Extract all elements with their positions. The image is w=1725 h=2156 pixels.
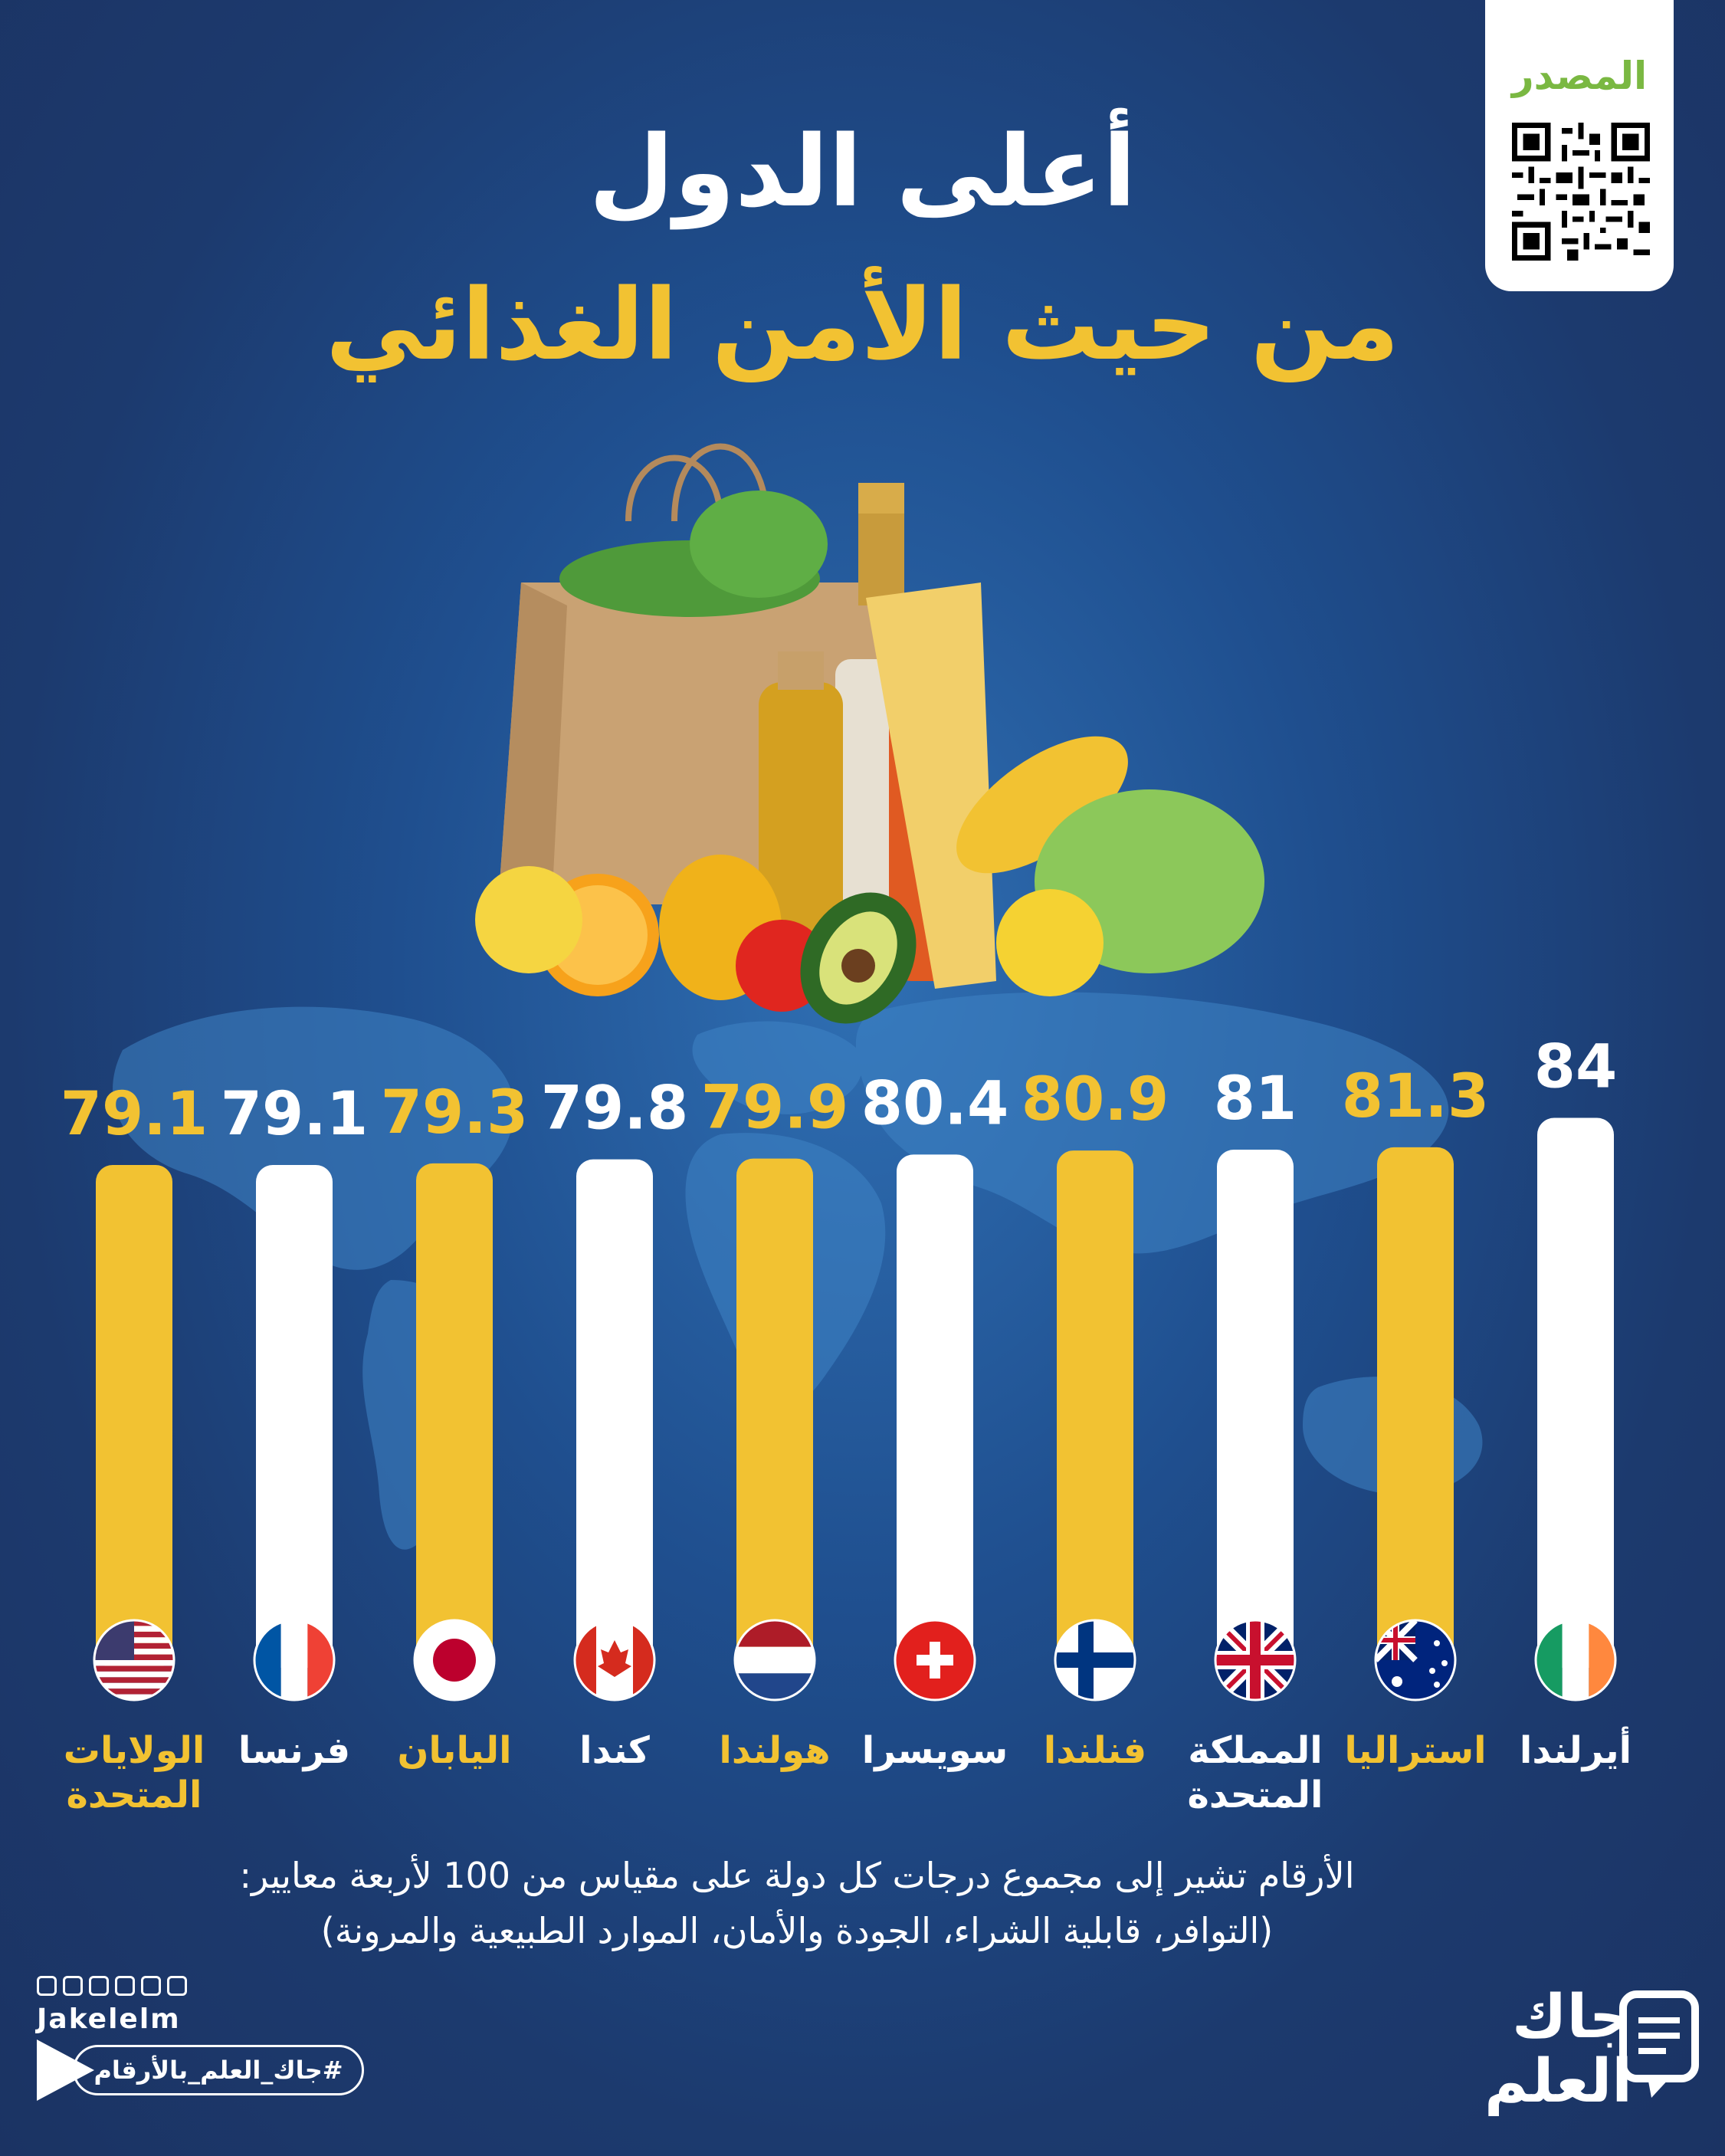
value-label: 81.3 xyxy=(1342,1062,1489,1131)
category-label: كندا xyxy=(579,1729,650,1772)
telegram-icon[interactable] xyxy=(167,1976,187,1996)
category-label: سويسرا xyxy=(862,1729,1008,1772)
switzerland-flag-icon xyxy=(894,1619,976,1702)
social-icons xyxy=(37,1976,187,1996)
category-label: فنلندا xyxy=(1044,1729,1146,1772)
note-line1: الأرقام تشير إلى مجموع درجات كل دولة على… xyxy=(239,1855,1355,1896)
category-label: استراليا xyxy=(1344,1729,1486,1772)
brand-logo-text: جاك العلم xyxy=(1479,1985,1632,2114)
category-label: أيرلندا xyxy=(1520,1726,1632,1772)
bar xyxy=(1217,1150,1294,1668)
bar xyxy=(96,1165,172,1668)
qr-code-icon[interactable] xyxy=(1512,123,1650,261)
us-flag-icon xyxy=(93,1619,175,1702)
france-flag-icon xyxy=(253,1619,336,1702)
note-line2: (التوافر، قابلية الشراء، الجودة والأمان،… xyxy=(320,1910,1274,1951)
category-label: اليابان xyxy=(397,1729,511,1772)
value-label: 80.4 xyxy=(861,1069,1008,1138)
value-label: 79.1 xyxy=(221,1080,368,1149)
bar xyxy=(416,1163,493,1668)
social-handle: Jakelelm xyxy=(37,2003,181,2035)
bar xyxy=(897,1154,973,1668)
facebook-icon[interactable] xyxy=(37,1976,57,1996)
value-label: 79.3 xyxy=(381,1078,528,1147)
linkedin-icon[interactable] xyxy=(89,1976,109,1996)
twitter-icon[interactable] xyxy=(141,1976,161,1996)
snapchat-icon[interactable] xyxy=(115,1976,135,1996)
bar xyxy=(576,1159,653,1668)
category-label: فرنسا xyxy=(238,1729,350,1772)
play-icon[interactable] xyxy=(29,2036,98,2105)
netherlands-flag-icon xyxy=(733,1619,816,1702)
canada-flag-icon xyxy=(573,1619,656,1702)
australia-flag-icon xyxy=(1374,1619,1457,1702)
brand-logo-line1: جاك xyxy=(1512,1983,1632,2052)
value-label: 79.9 xyxy=(701,1074,848,1143)
brand-logo-line2: العلم xyxy=(1484,2047,1632,2116)
bar xyxy=(1377,1147,1454,1668)
finland-flag-icon xyxy=(1054,1619,1136,1702)
chat-bubble-logo-icon xyxy=(1619,1990,1699,2098)
category-label: الولايات xyxy=(64,1729,205,1772)
category-label: المتحدة xyxy=(1188,1774,1323,1816)
source-card[interactable]: المصدر xyxy=(1485,0,1674,291)
value-label: 79.8 xyxy=(541,1075,688,1144)
uk-flag-icon xyxy=(1214,1619,1297,1702)
grocery-bag-illustration xyxy=(475,443,1264,1024)
category-label: هولندا xyxy=(719,1729,830,1772)
chart-title-line1: أعلى الدول xyxy=(589,115,1136,229)
chart-title-line2: من حيث الأمن الغذائي xyxy=(325,268,1400,382)
source-label: المصدر xyxy=(1511,54,1648,98)
japan-flag-icon xyxy=(413,1619,496,1702)
bar xyxy=(736,1158,813,1668)
instagram-icon[interactable] xyxy=(63,1976,83,1996)
value-label: 84 xyxy=(1534,1033,1618,1102)
bar xyxy=(1537,1117,1614,1668)
category-label: المملكة xyxy=(1188,1729,1322,1772)
value-label: 79.1 xyxy=(61,1080,208,1149)
ireland-flag-icon xyxy=(1534,1619,1617,1702)
value-label: 81 xyxy=(1214,1065,1297,1134)
bar xyxy=(256,1165,333,1668)
bar xyxy=(1057,1150,1133,1668)
value-label: 80.9 xyxy=(1022,1065,1169,1134)
category-label: المتحدة xyxy=(67,1774,202,1816)
hashtag-pill: #جاك_العلم_بالأرقام xyxy=(73,2045,364,2095)
